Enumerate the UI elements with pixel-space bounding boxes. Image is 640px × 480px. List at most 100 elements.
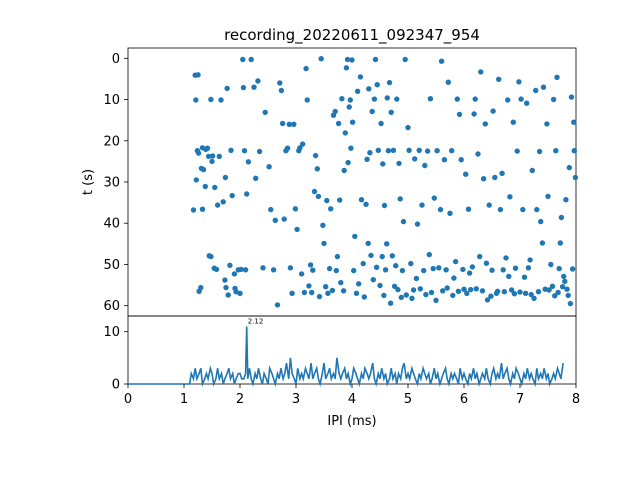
scatter-point [434, 148, 440, 154]
scatter-point [284, 145, 291, 151]
scatter-point [209, 153, 216, 159]
scatter-point [408, 260, 414, 267]
scatter-point [372, 56, 379, 63]
scatter-point [199, 206, 206, 212]
scatter-point [348, 145, 354, 151]
scatter-point [533, 87, 539, 94]
scatter-point [514, 148, 520, 154]
scatter-point [414, 221, 421, 227]
scatter-point [346, 104, 352, 110]
scatter-point [538, 218, 544, 225]
scatter-point [540, 84, 547, 90]
scatter-point [373, 264, 380, 270]
scatter-point [213, 266, 220, 273]
scatter-point [395, 286, 401, 293]
scatter-point [520, 206, 526, 213]
histogram-x-tick-label: 4 [348, 392, 356, 407]
raster-panel: 0 10 20 30 40 50 60 t (s) [81, 47, 579, 317]
scatter-point [377, 282, 383, 289]
scatter-point [337, 197, 343, 203]
scatter-point [437, 206, 444, 213]
scatter-point [225, 292, 231, 298]
histogram-x-tick-label: 8 [572, 392, 580, 407]
scatter-point [352, 233, 358, 240]
scatter-point [393, 263, 399, 269]
scatter-point [471, 111, 477, 117]
scatter-point [349, 57, 355, 63]
peak-annotation: 2.12 [248, 317, 264, 325]
scatter-point [500, 267, 506, 273]
raster-y-ticks: 0 10 20 30 40 50 60 [103, 52, 128, 314]
scatter-point [222, 174, 229, 181]
scatter-point [278, 87, 285, 94]
scatter-point [501, 289, 507, 295]
scatter-point [338, 279, 344, 286]
scatter-point [499, 170, 505, 176]
scatter-point [426, 251, 432, 258]
scatter-point [562, 278, 568, 285]
scatter-point [304, 97, 310, 103]
scatter-point [478, 69, 484, 75]
scatter-point [268, 206, 274, 213]
scatter-point [195, 150, 202, 156]
scatter-point [321, 240, 327, 247]
scatter-point [241, 148, 248, 154]
scatter-point [517, 289, 523, 295]
scatter-point [503, 255, 509, 261]
scatter-point [521, 274, 528, 280]
scatter-point [364, 156, 370, 162]
histogram-x-tick-label: 7 [516, 392, 524, 407]
scatter-point [245, 159, 252, 165]
scatter-point [444, 285, 450, 291]
scatter-point [389, 253, 395, 259]
scatter-point [387, 300, 394, 306]
scatter-point [320, 222, 326, 228]
scatter-point [341, 167, 347, 174]
scatter-point [287, 265, 294, 271]
scatter-point [544, 121, 550, 127]
scatter-point [475, 151, 481, 157]
scatter-point [340, 288, 347, 294]
scatter-point [506, 273, 512, 280]
scatter-point [438, 58, 445, 64]
histogram-x-tick-label: 5 [404, 392, 412, 407]
scatter-point [208, 253, 214, 260]
scatter-point [378, 120, 384, 127]
scatter-point [508, 287, 515, 293]
scatter-point [323, 284, 329, 290]
scatter-point [294, 226, 300, 233]
scatter-point [370, 277, 376, 283]
scatter-point [456, 111, 463, 118]
scatter-point [240, 56, 246, 63]
scatter-point [384, 241, 390, 247]
raster-y-tick-label: 10 [103, 93, 120, 108]
scatter-point [349, 119, 356, 125]
raster-y-tick-label: 60 [103, 299, 120, 314]
scatter-point [227, 262, 233, 268]
scatter-point [384, 95, 390, 101]
scatter-point [566, 164, 572, 171]
scatter-point [545, 193, 551, 200]
scatter-point [240, 84, 247, 91]
scatter-point [193, 97, 199, 103]
chart-title: recording_20220611_092347_954 [224, 26, 480, 45]
scatter-point [198, 284, 204, 291]
histogram-x-tick-label: 3 [292, 392, 300, 407]
scatter-point [430, 265, 436, 272]
scatter-point [450, 292, 456, 299]
scatter-point [204, 145, 211, 151]
scatter-point [333, 267, 339, 274]
scatter-point [256, 148, 263, 155]
scatter-point [399, 267, 406, 274]
scatter-point [484, 297, 491, 303]
scatter-point [309, 289, 315, 296]
scatter-point [445, 79, 451, 85]
scatter-point [398, 294, 404, 301]
scatter-point [452, 258, 459, 265]
scatter-point [488, 293, 494, 299]
histogram-x-tick-label: 2 [236, 392, 244, 407]
scatter-point [343, 65, 350, 71]
scatter-point [354, 88, 361, 95]
scatter-point [328, 206, 334, 212]
scatter-point [428, 289, 435, 296]
